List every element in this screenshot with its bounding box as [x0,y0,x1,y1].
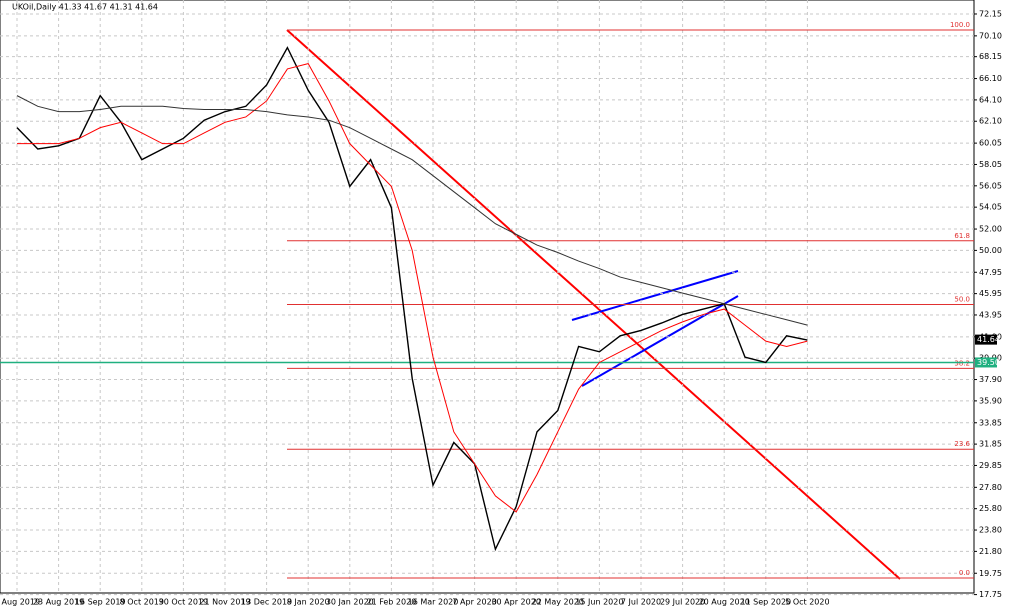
y-tick-label: 35.90 [979,396,1002,405]
x-tick-label: 21 Feb 2020 [367,598,417,607]
y-tick-label: 66.10 [979,74,1002,83]
y-tick-label: 33.85 [979,418,1002,427]
y-tick-label: 37.90 [979,375,1002,384]
y-tick-label: 64.10 [979,95,1002,104]
fib-label: 50.0 [954,296,970,304]
y-tick-label: 45.95 [979,289,1002,298]
y-tick-label: 23.80 [979,526,1002,535]
plot-frame [0,0,975,594]
fib-label: 38.2 [954,359,970,367]
y-tick-label: 72.15 [979,9,1002,18]
y-tick-label: 70.10 [979,31,1002,40]
x-tick-label: 30 Jan 2020 [326,598,374,607]
price-line [16,95,808,326]
y-tick-label: 31.85 [979,440,1002,449]
y-tick-label: 27.80 [979,483,1002,492]
x-tick-label: 29 Jul 2020 [660,598,705,607]
y-tick-label: 50.00 [979,246,1002,255]
y-tick-label: 43.95 [979,310,1002,319]
x-tick-label: 22 May 2020 [532,598,584,607]
price-line [17,63,808,513]
x-tick-label: 30 Apr 2020 [491,598,540,607]
last-price-box [975,334,997,345]
x-tick-label: 16 Mar 2020 [408,598,459,607]
x-tick-label: 15 Jun 2020 [575,598,623,607]
y-tick-label: 58.05 [979,160,1002,169]
bid-label: 39.50 [977,358,1000,367]
y-tick-label: 56.05 [979,181,1002,190]
x-tick-label: 7 Jul 2020 [621,598,661,607]
bid-box [975,357,997,368]
fib-label: 23.6 [954,440,970,448]
channel-lower [581,295,739,387]
x-tick-label: 30 Oct 2019 [159,598,208,607]
x-tick-label: 5 Oct 2020 [785,598,829,607]
y-tick-label: 52.00 [979,225,1002,234]
y-tick-label: 17.75 [979,590,1002,599]
fib-label: 61.8 [954,232,970,240]
x-tick-label: 11 Sep 2020 [740,598,791,607]
y-tick-label: 19.75 [979,569,1002,578]
chart-title: UKOil,Daily 41.33 41.67 41.31 41.64 [12,3,158,12]
x-tick-label: 20 Aug 2020 [699,598,750,607]
x-tick-label: 16 Sep 2019 [75,598,126,607]
channel-upper [571,270,739,321]
fib-label: 100.0 [950,21,970,29]
x-tick-label: 8 Jan 2020 [287,598,330,607]
y-tick-label: 29.85 [979,461,1002,470]
y-tick-label: 60.05 [979,139,1002,148]
x-tick-label: 8 Oct 2019 [120,598,164,607]
y-tick-label: 54.05 [979,203,1002,212]
price-line [16,46,808,552]
y-tick-label: 25.80 [979,504,1002,513]
x-tick-label: 21 Nov 2019 [199,598,250,607]
x-tick-label: 23 Aug 2019 [33,598,84,607]
x-tick-label: 13 Dec 2019 [241,598,292,607]
y-tick-label: 68.15 [979,52,1002,61]
y-tick-label: 21.80 [979,547,1002,556]
y-tick-label: 62.10 [979,117,1002,126]
x-tick-label: 7 Apr 2020 [452,598,496,607]
last-price-label: 41.64 [977,335,1000,344]
y-tick-label: 47.95 [979,268,1002,277]
fib-label: 0.0 [959,569,970,577]
x-tick-label: 1 Aug 2019 [0,598,40,607]
